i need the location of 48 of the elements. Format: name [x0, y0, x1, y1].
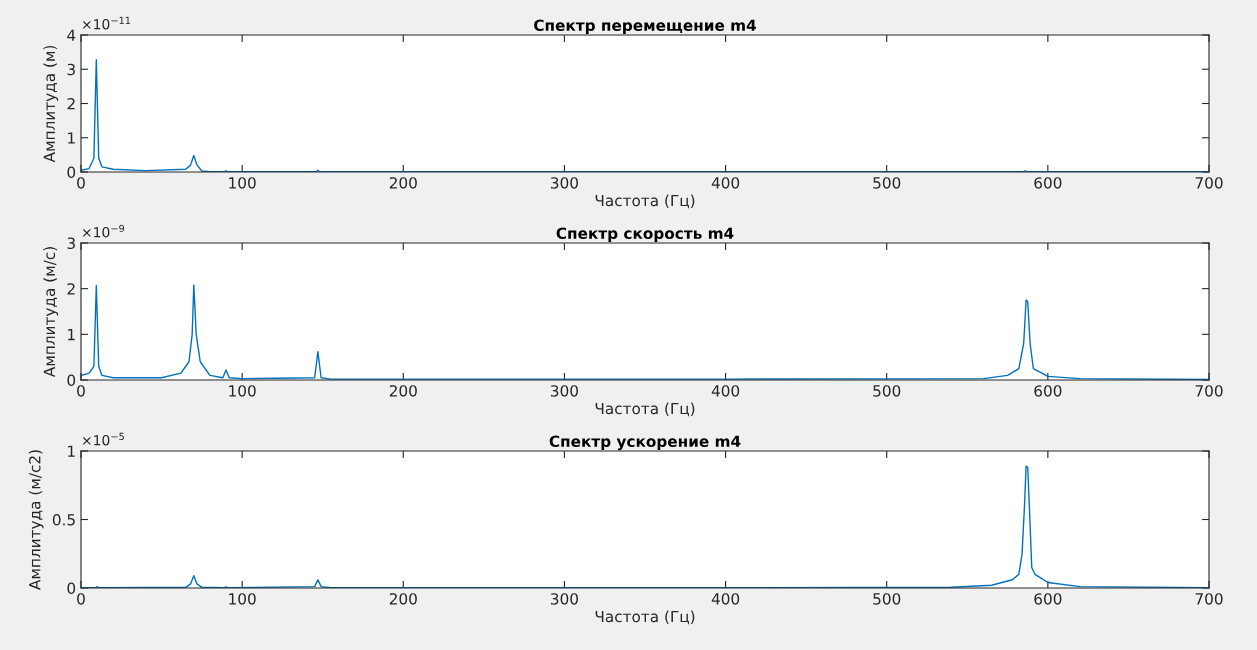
x-tick-label: 500: [873, 385, 901, 397]
x-tick-label: 100: [229, 385, 256, 397]
x-tick-label: 600: [1034, 385, 1062, 397]
x-tick-label: 300: [551, 593, 578, 605]
chart-title: Спектр ускорение m4: [549, 435, 741, 451]
x-tick-label: 700: [1195, 385, 1223, 397]
x-axis-title: Частота (Гц): [595, 610, 695, 625]
y-tick-label: 0: [67, 374, 76, 387]
y-tick-label: 1: [68, 329, 75, 341]
x-tick-label: 700: [1195, 177, 1223, 189]
y-tick-label: 1: [68, 132, 75, 144]
x-tick-label: 0: [77, 385, 85, 397]
x-tick-label: 400: [711, 177, 740, 189]
chart-title: Спектр скорость m4: [556, 227, 734, 243]
x-tick-label: 500: [873, 593, 901, 605]
y-axis-title: Амплитуда (м): [43, 45, 59, 163]
x-tick-label: 600: [1034, 593, 1062, 605]
y-axis-title: Амплитуда (м/с2): [28, 450, 44, 590]
x-tick-label: 700: [1195, 593, 1223, 605]
x-tick-label: 0: [77, 593, 85, 605]
text: ×10$^{−11}$: [82, 16, 131, 30]
x-tick-label: 200: [389, 385, 417, 397]
y-tick-label: 1: [68, 445, 75, 457]
y-tick-label: 3: [67, 63, 75, 76]
x-tick-label: 400: [711, 593, 740, 605]
chart-title: Спектр перемещение m4: [534, 19, 756, 35]
text: ×10$^{−9}$: [82, 224, 125, 238]
x-axis-title: Частота (Гц): [595, 194, 695, 209]
x-tick-label: 300: [551, 177, 578, 189]
y-tick-label: 3: [67, 237, 75, 250]
x-tick-label: 200: [389, 593, 417, 605]
x-tick-label: 500: [873, 177, 901, 189]
y-tick-label: 0.5: [52, 513, 75, 526]
y-tick-label: 2: [67, 283, 75, 295]
x-axis-title: Частота (Гц): [595, 402, 695, 417]
text: ×10$^{−5}$: [82, 432, 124, 446]
x-tick-label: 400: [711, 385, 740, 397]
y-axis-title: Амплитуда (м/с): [43, 247, 59, 378]
x-tick-label: 600: [1034, 177, 1062, 189]
x-tick-label: 100: [229, 177, 256, 189]
x-tick-label: 0: [77, 177, 85, 189]
x-tick-label: 300: [551, 385, 578, 397]
x-tick-label: 200: [389, 177, 417, 189]
y-tick-label: 4: [67, 29, 76, 41]
y-tick-label: 0: [67, 166, 76, 179]
x-tick-label: 100: [229, 593, 256, 605]
y-tick-label: 0: [67, 582, 76, 595]
y-tick-label: 2: [67, 97, 75, 110]
